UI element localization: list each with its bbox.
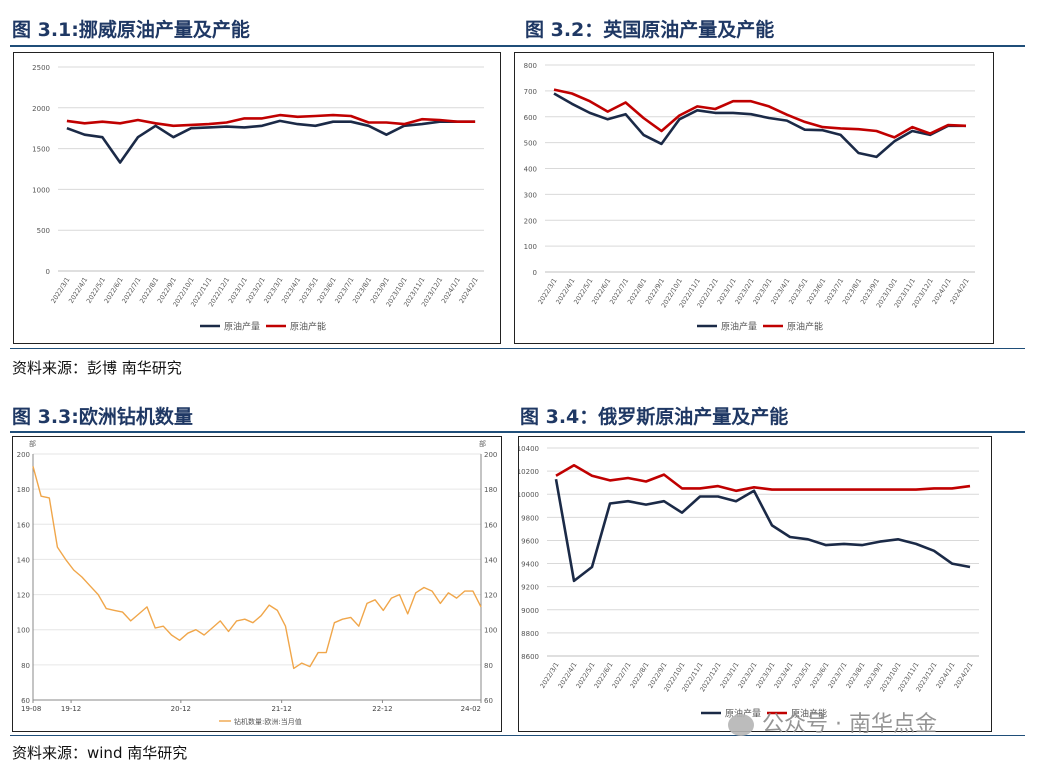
- y-tick-label-right: 180: [484, 486, 497, 494]
- bottom-bottom-rule: [10, 735, 1025, 736]
- y-tick-label-right: 160: [484, 521, 497, 529]
- y-tick-label-left: 100: [17, 627, 30, 635]
- source-note-top: 资料来源：彭博 南华研究: [12, 359, 182, 377]
- uk-chart-frame: 0 100 200 300 400 500 600 700 800 2022/3/1 2022/4/…: [514, 52, 994, 344]
- source-note-bottom: 资料来源：wind 南华研究: [12, 744, 188, 762]
- x-tick-label: 21-12: [271, 705, 291, 713]
- y-tick-label: 500: [524, 140, 537, 148]
- legend-label: 原油产能: [791, 708, 827, 720]
- y-tick-label: 9600: [521, 537, 539, 545]
- series-line-1: [554, 478, 971, 583]
- y-tick-label-left: 120: [17, 592, 30, 600]
- y-tick-label: 9000: [521, 607, 539, 615]
- y-tick-label: 1500: [32, 146, 50, 154]
- top-title-rule: [10, 45, 1025, 47]
- europe-rigs-chart-frame: 部 部 60 60 80 80 100 100 120 120 140 140 160 160 180 180…: [12, 436, 502, 732]
- legend-label: 原油产能: [290, 321, 326, 333]
- figure-3-1-title: 图 3.1:挪威原油产量及产能: [12, 19, 250, 41]
- x-tick-label: 19-12: [61, 705, 81, 713]
- legend-label: 原油产能: [787, 321, 823, 333]
- series-line-2: [553, 88, 967, 139]
- y-tick-label-left: 140: [17, 556, 30, 564]
- series-line-1: [32, 466, 482, 670]
- y-tick-label: 9400: [521, 561, 539, 569]
- y-tick-label: 200: [524, 217, 537, 225]
- series-line-2: [555, 463, 971, 493]
- series-line-1: [553, 92, 966, 159]
- figure-3-4-title: 图 3.4：俄罗斯原油产量及产能: [520, 406, 789, 428]
- y-tick-label: 600: [524, 114, 537, 122]
- watermark: 公众号 · 南华点金: [728, 706, 937, 738]
- norway-chart: 050010001500200025002022/3/12022/4/12022…: [32, 64, 484, 333]
- norway-chart-frame: 0 500 1000 1500 2000 2500 2022/3/1 2022/4/1 2022…: [13, 52, 501, 344]
- figure-3-3-title: 图 3.3:欧洲钻机数量: [12, 406, 193, 428]
- y-tick-label: 500: [37, 227, 50, 235]
- y-tick-label: 400: [524, 166, 537, 174]
- x-tick-label: 24-02: [461, 705, 481, 713]
- y-tick-label: 700: [524, 88, 537, 96]
- y-tick-label: 800: [524, 62, 537, 70]
- wechat-icon: [728, 714, 754, 736]
- y-tick-label-left: 200: [17, 451, 30, 459]
- bottom-title-rule: [10, 431, 1025, 433]
- y-tick-label-right: 60: [484, 697, 493, 705]
- legend-label: 原油产量: [224, 321, 260, 333]
- top-bottom-rule: [10, 348, 1025, 349]
- left-unit-label: 部: [29, 439, 36, 448]
- y-tick-label: 2000: [32, 105, 50, 113]
- x-tick-label: 20-12: [171, 705, 191, 713]
- y-tick-label: 100: [524, 243, 537, 251]
- y-tick-label-right: 140: [484, 556, 497, 564]
- y-tick-label-right: 100: [484, 627, 497, 635]
- y-tick-label-right: 200: [484, 451, 497, 459]
- y-tick-label: 0: [533, 269, 537, 277]
- y-tick-label: 0: [46, 268, 50, 276]
- series-line-2: [66, 113, 476, 128]
- y-tick-label: 9800: [521, 514, 539, 522]
- watermark-text: 公众号 · 南华点金: [762, 712, 937, 737]
- y-tick-label: 10000: [519, 491, 539, 499]
- y-tick-label-left: 160: [17, 521, 30, 529]
- y-tick-label: 300: [524, 191, 537, 199]
- y-tick-label: 10400: [519, 445, 539, 453]
- y-tick-label-left: 180: [17, 486, 30, 494]
- russia-chart-frame: 8600 8800 9000 9200 9400 9600 9800 10000 10200 10…: [517, 436, 992, 732]
- x-tick-label: 22-12: [372, 705, 392, 713]
- y-tick-label: 8800: [521, 630, 539, 638]
- right-unit-label: 部: [479, 439, 486, 448]
- y-tick-label: 1000: [32, 186, 50, 194]
- series-line-1: [66, 119, 476, 164]
- europe-rigs-chart: 部 部 60 60 80 80 100 100 120 120 140 140 160 160 180 180…: [17, 439, 498, 726]
- uk-chart: 01002003004005006007008002022/3/12022/4/…: [524, 62, 975, 333]
- y-tick-label-right: 80: [484, 662, 493, 670]
- russia-chart: 8600 8800 9000 9200 9400 9600 9800 10000 10200 10…: [517, 445, 979, 720]
- y-tick-label-left: 80: [21, 662, 30, 670]
- y-tick-label: 8600: [521, 653, 539, 661]
- legend-label: 原油产量: [721, 321, 757, 333]
- y-tick-label-left: 60: [21, 697, 30, 705]
- y-tick-label: 9200: [521, 584, 539, 592]
- y-tick-label: 2500: [32, 64, 50, 72]
- y-tick-label: 10200: [519, 468, 539, 476]
- x-tick-label: 19-08: [21, 705, 41, 713]
- figure-3-2-title: 图 3.2：英国原油产量及产能: [525, 19, 775, 41]
- y-tick-label-right: 120: [484, 592, 497, 600]
- legend-label: 钻机数量:欧洲:当月值: [234, 717, 302, 726]
